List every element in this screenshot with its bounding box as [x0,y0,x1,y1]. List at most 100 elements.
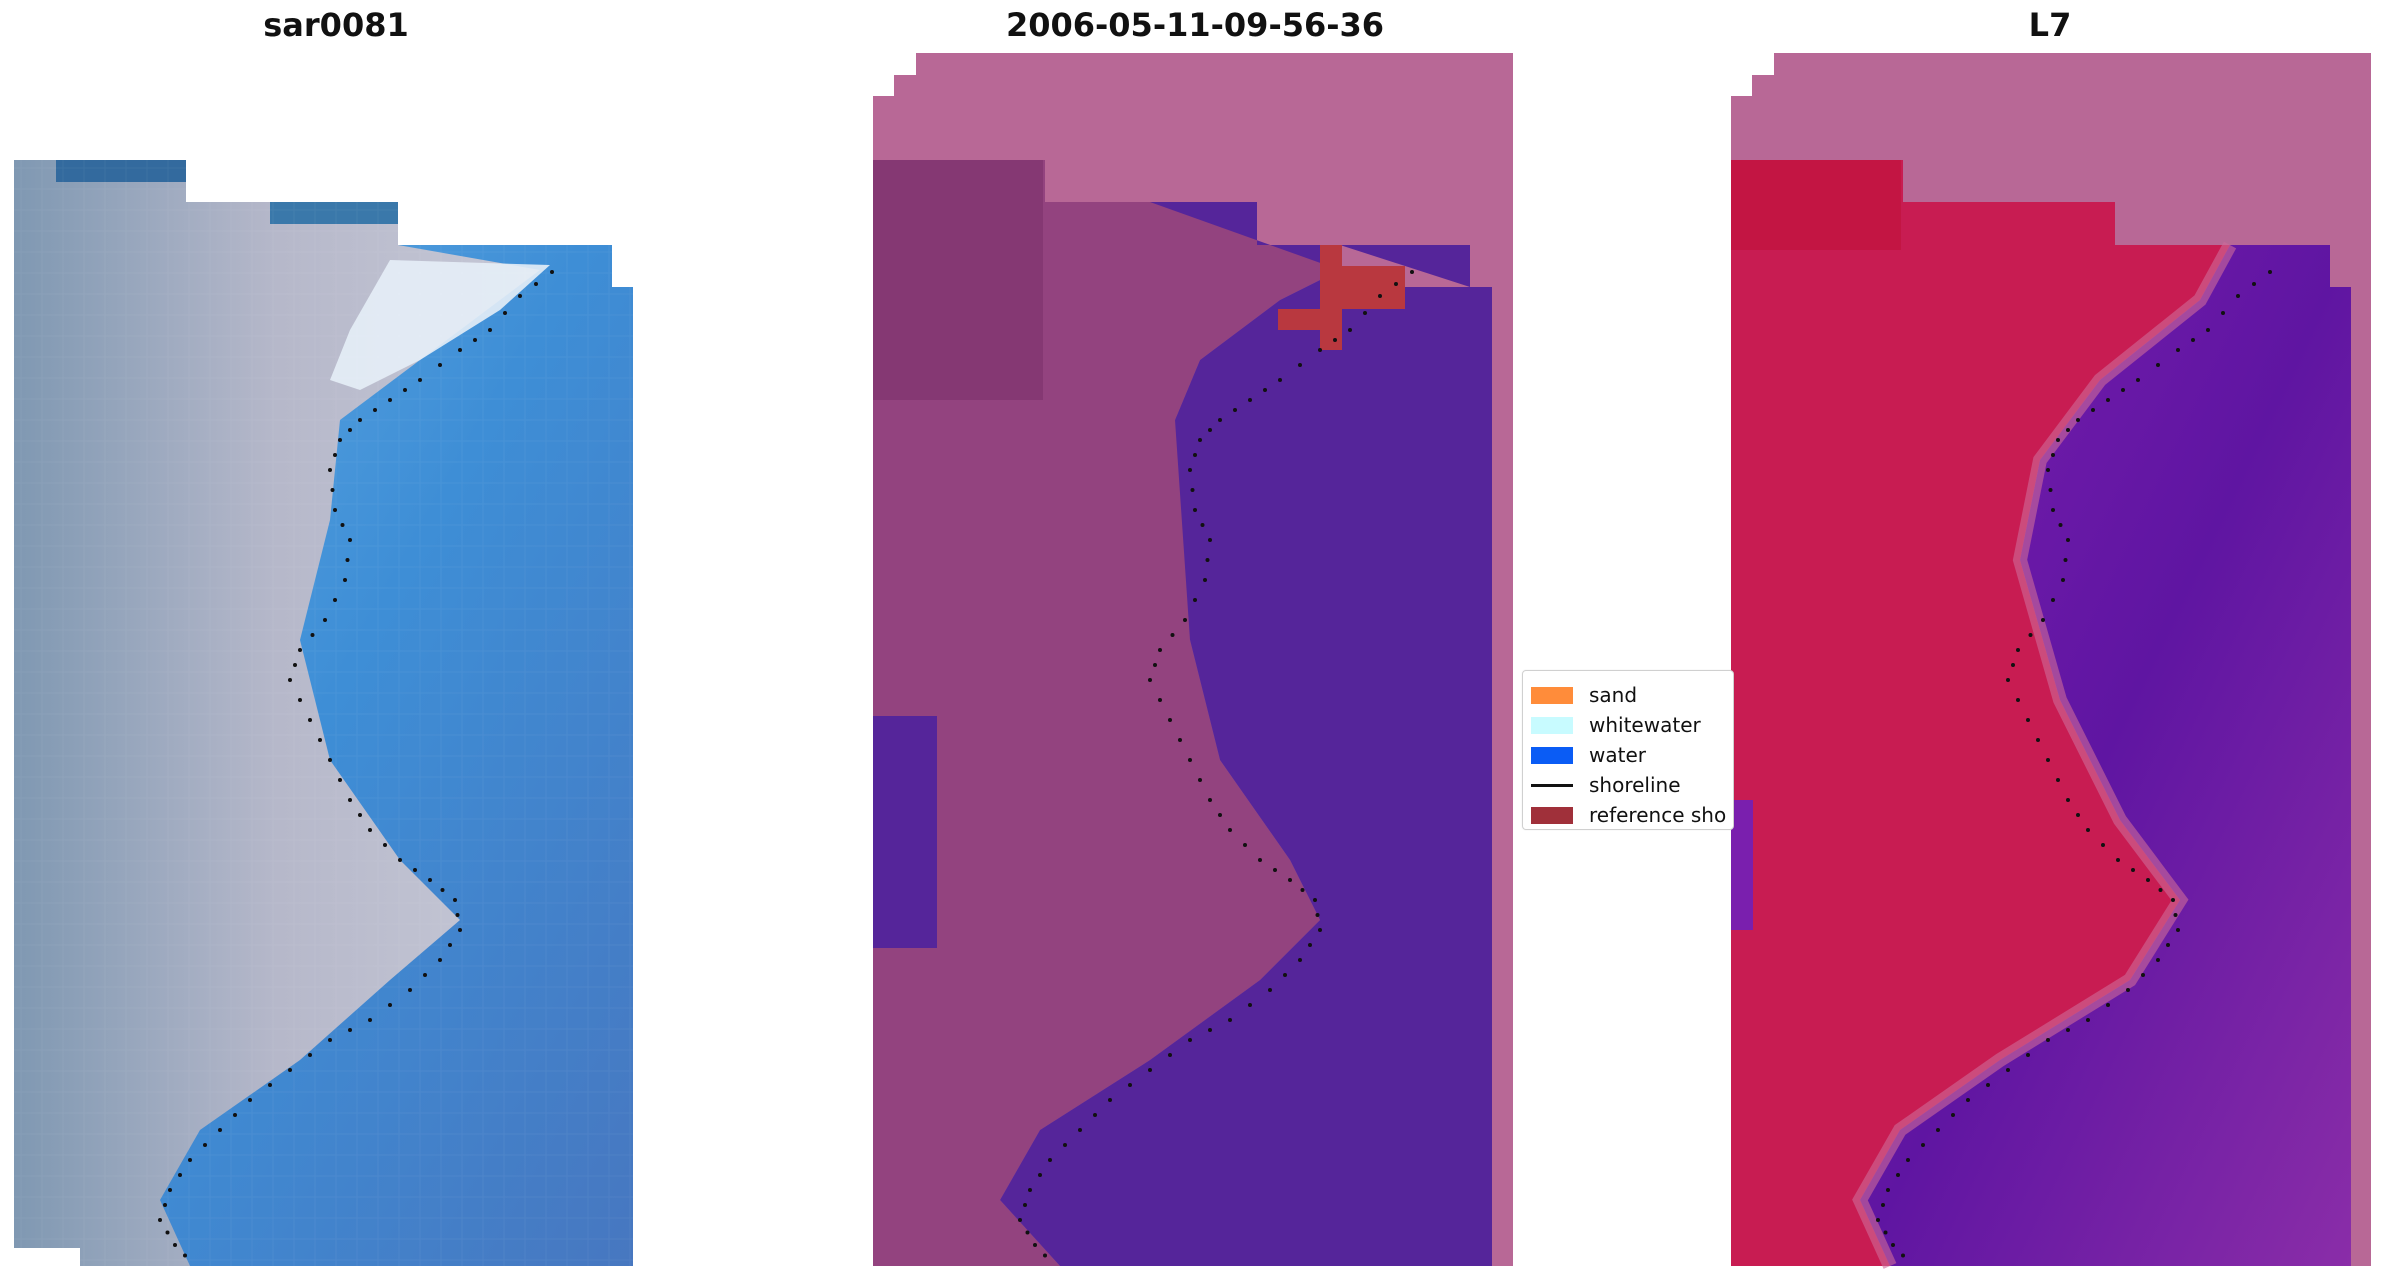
shoreline-dot [203,1143,207,1147]
shoreline-dot [1148,1068,1152,1072]
legend-item-whitewater: whitewater [1531,711,1701,739]
shoreline-dot [2046,758,2050,762]
shoreline-dot [1248,1003,1252,1007]
shoreline-dot [1038,1173,1042,1177]
shoreline-dot [1333,338,1337,342]
shoreline-dot [2236,294,2240,298]
shoreline-dot [440,888,445,892]
shoreline-dot [1921,1143,1925,1147]
shoreline-dot [2206,328,2210,332]
shoreline-dot [408,988,412,992]
shoreline-dot [413,868,417,872]
shoreline-dot [1886,1188,1890,1192]
shoreline-dot [2051,453,2055,457]
shoreline-dot [1378,294,1382,298]
shoreline-dot [268,1083,272,1087]
shoreline-dot [2176,348,2180,352]
legend-label-reference-shoreline: reference sho [1589,803,1727,827]
shoreline-dot [1188,468,1192,472]
shoreline-dot [1200,523,1205,527]
shoreline-dot [1318,928,1322,932]
shoreline-dot [2106,398,2110,402]
shoreline-dot [2026,1053,2030,1057]
shoreline-dot [2066,798,2070,802]
shoreline-dot [1318,348,1322,352]
shoreline-dot [345,558,350,562]
shoreline-dot [1063,1143,1067,1147]
shoreline-dot [343,578,347,582]
shoreline-dot [1263,388,1267,392]
sand-area [873,160,1340,1266]
shoreline-dot [2036,738,2040,742]
shoreline-dot [1363,311,1367,315]
shoreline-dot [1348,328,1352,332]
shoreline-dot [288,1068,292,1072]
shoreline-dot [403,388,407,392]
shoreline-dot [165,1230,170,1235]
shoreline-dot [1033,1243,1037,1247]
legend-label-shoreline: shoreline [1589,773,1681,797]
shoreline-dot [1883,1230,1888,1235]
legend-swatch-shoreline [1531,783,1573,787]
shoreline-dot [310,633,315,637]
shoreline-dot [1228,1018,1232,1022]
legend-item-water: water [1531,741,1646,769]
shoreline-dot [308,718,312,722]
shoreline-dot [2063,558,2068,562]
shoreline-dot [338,438,342,442]
shoreline-dot [1193,508,1197,512]
shoreline-dot [338,778,342,782]
shoreline-dot [473,338,477,342]
legend-item-sand: sand [1531,681,1637,709]
shoreline-dot [488,328,492,332]
shoreline-dot [328,1038,332,1042]
shoreline-dot [2141,973,2145,977]
shoreline-dot [550,270,554,274]
legend-swatch-reference-shoreline [1531,806,1573,824]
shoreline-dot [1193,598,1197,602]
shoreline-dot [2056,438,2060,442]
shoreline-dot [1193,453,1197,457]
shoreline-dot [1283,973,1287,977]
shoreline-dot [1228,828,1232,832]
shoreline-dot [1268,988,1272,992]
shoreline-dot [388,1003,392,1007]
shoreline-dot [2126,988,2130,992]
index-shoreline [1876,270,2272,1258]
shoreline-dot [333,508,337,512]
shoreline-dot [2091,408,2095,412]
shoreline-dot [2006,678,2010,682]
shoreline-dot [534,282,538,286]
shoreline-dot [308,1053,312,1057]
shoreline-dot [1315,913,1320,917]
shoreline-dot [2156,958,2160,962]
shoreline-dot [2066,428,2070,432]
shoreline-dot [2011,663,2015,667]
shoreline-dot [438,958,442,962]
shoreline-dot [1178,738,1182,742]
shoreline-dot [2056,778,2060,782]
shoreline-dot [455,913,460,917]
shoreline-dot [2166,943,2170,947]
shoreline-dot [2116,858,2120,862]
shoreline-dot [1308,943,1312,947]
shoreline-dot [2176,928,2180,932]
shoreline-dot [1158,698,1162,702]
shoreline-dot [1906,1158,1910,1162]
shoreline-dot [423,973,427,977]
shoreline-dot [373,408,377,412]
shoreline-dot [1208,428,1212,432]
shoreline-dot [1258,858,1262,862]
shoreline-dot [348,1028,352,1032]
shoreline-dot [1158,648,1162,652]
legend-label-water: water [1589,743,1646,767]
shoreline-dot [178,1173,182,1177]
water-area [1000,202,1470,1266]
shoreline-dot [1876,1218,1880,1222]
shoreline-dot [2221,311,2225,315]
shoreline-dot [1394,282,1398,286]
shoreline-dot [2048,488,2053,492]
shoreline-dot [2051,508,2055,512]
shoreline-dot [1205,558,1210,562]
shoreline-dot [358,418,362,422]
